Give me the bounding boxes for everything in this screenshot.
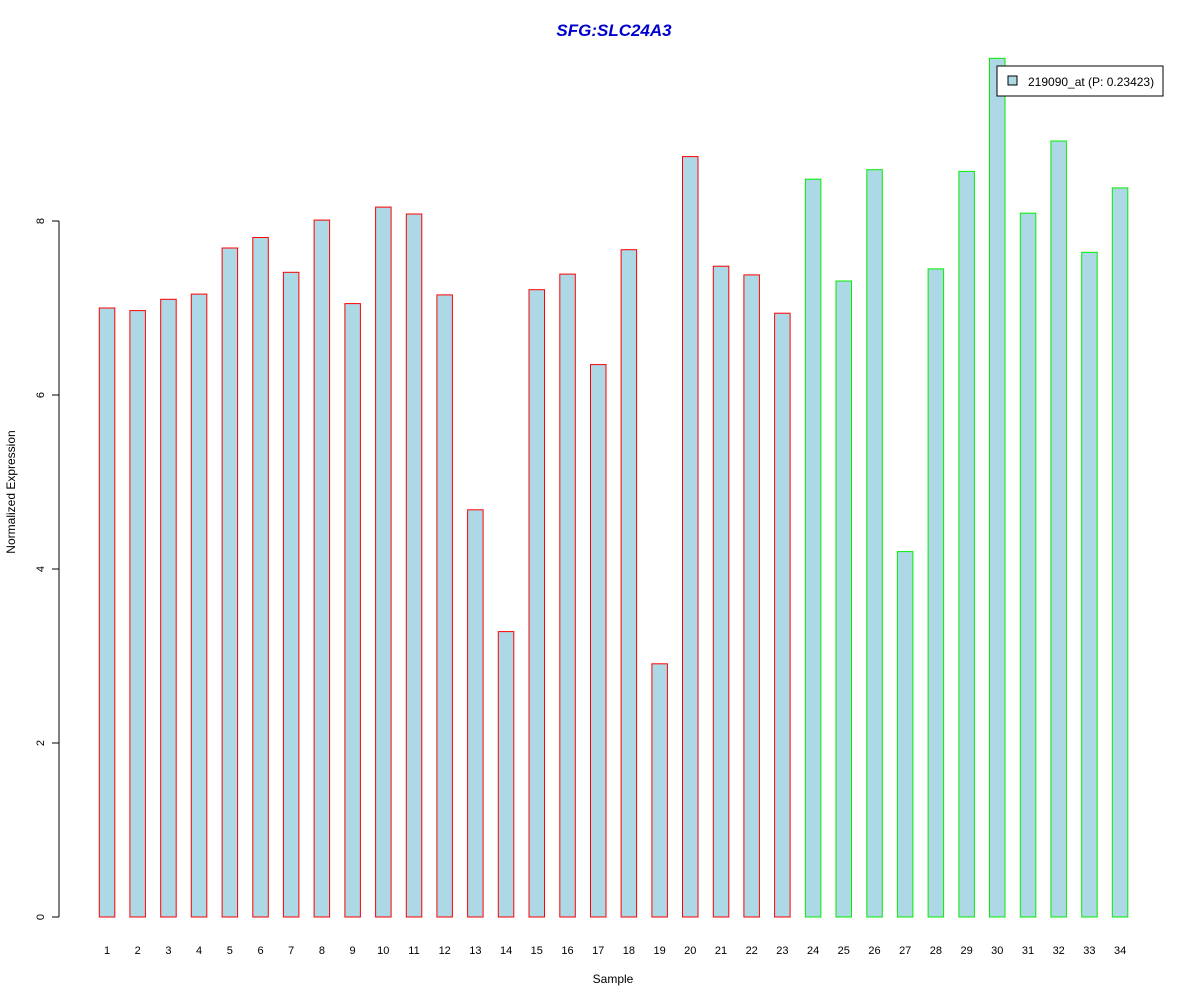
x-tick-label: 28 <box>930 945 942 957</box>
x-tick-label: 19 <box>653 945 665 957</box>
bar-sample-6 <box>252 237 269 918</box>
bar-sample-13 <box>467 509 484 918</box>
legend: 219090_at (P: 0.23423) <box>996 65 1164 97</box>
x-tick-label: 30 <box>991 945 1003 957</box>
x-tick-label: 6 <box>257 945 263 957</box>
bar-sample-14 <box>497 631 515 918</box>
bar-sample-2 <box>129 310 146 918</box>
legend-swatch <box>1007 75 1018 86</box>
bar-sample-9 <box>344 303 361 918</box>
y-axis: 0 2 4 6 8 <box>35 218 60 920</box>
bar-sample-8 <box>313 219 331 918</box>
chart-title: SFG:SLC24A3 <box>556 21 672 40</box>
bar-sample-33 <box>1081 251 1098 918</box>
bar-sample-19 <box>651 663 668 918</box>
bar-sample-7 <box>282 271 300 918</box>
bar-sample-11 <box>405 213 423 918</box>
x-tick-label: 4 <box>196 945 202 957</box>
x-tick-label: 34 <box>1114 945 1126 957</box>
y-tick-label: 6 <box>35 392 47 398</box>
x-tick-label: 26 <box>868 945 880 957</box>
bar-sample-17 <box>590 364 607 918</box>
x-tick-label: 23 <box>776 945 788 957</box>
x-tick-label: 8 <box>319 945 325 957</box>
bar-sample-5 <box>221 247 239 918</box>
y-tick-label: 0 <box>35 914 47 920</box>
x-tick-label: 31 <box>1022 945 1034 957</box>
legend-box <box>996 65 1164 97</box>
bar-sample-27 <box>896 551 914 918</box>
x-tick-label: 24 <box>807 945 819 957</box>
bar-sample-30 <box>989 57 1006 918</box>
bar-sample-31 <box>1019 212 1037 918</box>
x-tick-label: 2 <box>135 945 141 957</box>
bar-sample-3 <box>160 298 177 918</box>
x-tick-label: 13 <box>469 945 481 957</box>
bar-sample-20 <box>682 156 699 918</box>
bar-sample-25 <box>835 280 852 918</box>
x-tick-label: 22 <box>746 945 758 957</box>
x-tick-label: 29 <box>960 945 972 957</box>
bar-sample-24 <box>804 178 822 918</box>
bar-sample-12 <box>436 294 453 918</box>
y-tick-label: 4 <box>35 566 47 572</box>
x-tick-label: 18 <box>623 945 635 957</box>
x-tick-label: 32 <box>1053 945 1065 957</box>
bars-group <box>98 57 1129 918</box>
x-tick-label: 20 <box>684 945 696 957</box>
bar-sample-21 <box>712 265 730 918</box>
x-tick-label: 7 <box>288 945 294 957</box>
bar-sample-29 <box>958 170 975 918</box>
x-tick-label: 17 <box>592 945 604 957</box>
y-axis-label: Normalized Expression <box>4 430 18 553</box>
bar-sample-22 <box>743 274 760 918</box>
legend-label: 219090_at (P: 0.23423) <box>1028 75 1154 89</box>
x-tick-label: 14 <box>500 945 512 957</box>
y-tick-label: 2 <box>35 740 47 746</box>
bar-sample-28 <box>927 268 945 918</box>
x-tick-label: 33 <box>1083 945 1095 957</box>
x-tick-label: 9 <box>350 945 356 957</box>
bar-sample-16 <box>559 273 576 918</box>
bar-sample-1 <box>98 307 116 918</box>
x-tick-label: 16 <box>561 945 573 957</box>
x-tick-label: 11 <box>408 945 419 957</box>
bar-sample-15 <box>528 289 545 918</box>
x-tick-label: 1 <box>104 945 110 957</box>
x-tick-label: 5 <box>227 945 233 957</box>
x-tick-label: 12 <box>439 945 451 957</box>
bar-sample-18 <box>620 249 638 918</box>
bar-sample-34 <box>1111 187 1129 918</box>
x-tick-label: 15 <box>531 945 543 957</box>
bar-sample-26 <box>866 169 883 918</box>
x-tick-label: 21 <box>715 945 727 957</box>
x-tick-label: 27 <box>899 945 911 957</box>
bar-sample-4 <box>190 293 208 918</box>
x-axis-label: Sample <box>593 972 634 986</box>
bar-sample-23 <box>774 312 791 918</box>
y-tick-label: 8 <box>35 218 47 224</box>
x-tick-label: 10 <box>377 945 389 957</box>
x-tick-labels: 1 2 3 4 5 6 7 8 9 10 11 12 13 14 15 16 17 18 19 20 21 22 23 24 2… <box>104 945 1126 957</box>
x-tick-label: 3 <box>165 945 171 957</box>
bar-sample-32 <box>1050 140 1067 918</box>
x-tick-label: 25 <box>838 945 850 957</box>
bar-sample-10 <box>375 206 392 918</box>
